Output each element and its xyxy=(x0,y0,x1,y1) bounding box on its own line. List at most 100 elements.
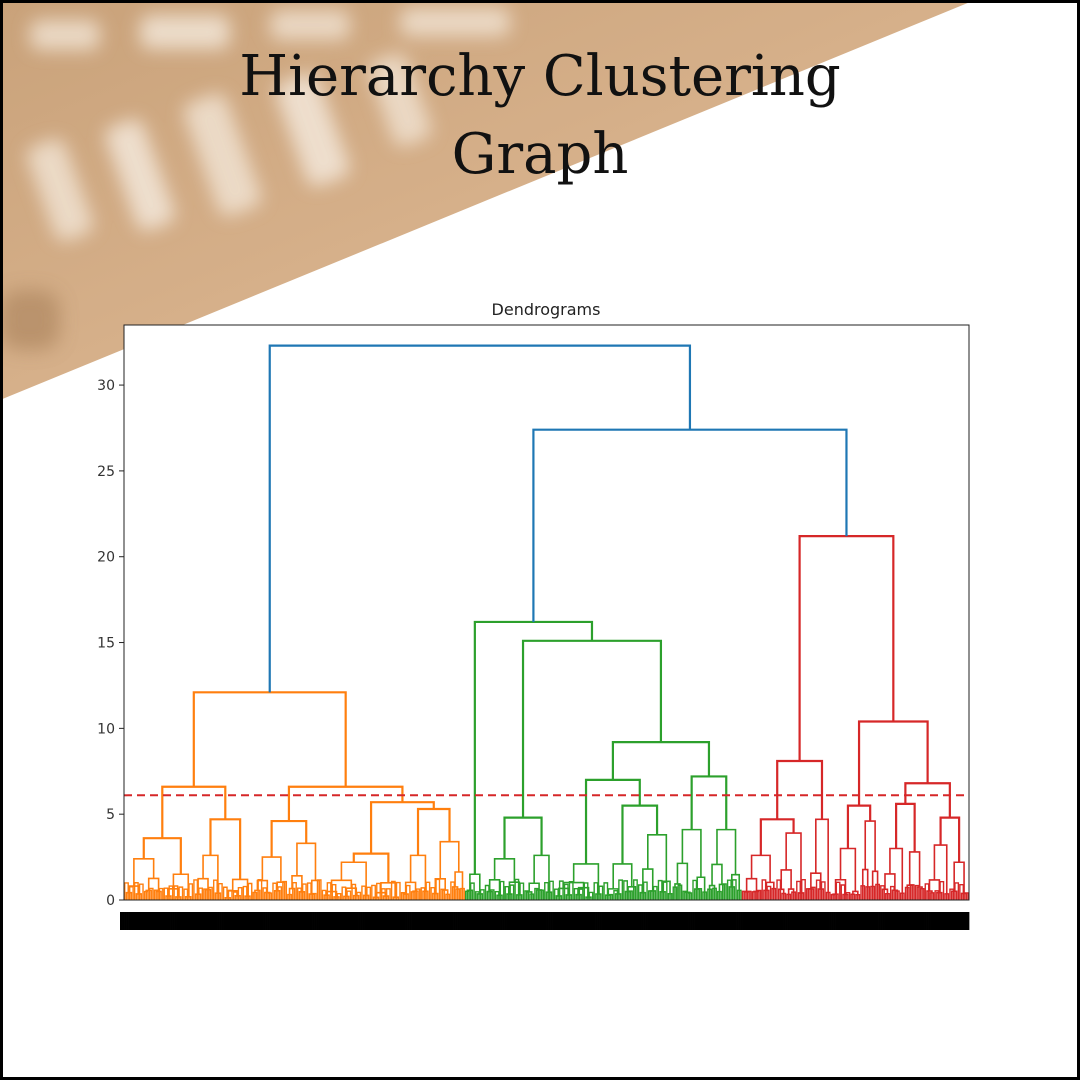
x-tick-label xyxy=(550,912,553,930)
x-tick-label xyxy=(132,912,135,930)
x-tick-label xyxy=(158,912,161,930)
x-tick-label xyxy=(534,912,537,930)
x-tick-label xyxy=(392,912,396,930)
dendrogram-leaf-link xyxy=(761,879,767,900)
x-tick-label xyxy=(253,912,256,930)
x-tick-label xyxy=(552,912,555,930)
dendrogram-fine-link xyxy=(614,893,622,900)
x-tick-label xyxy=(714,912,717,930)
dendrogram-link-9 xyxy=(503,816,543,859)
x-tick-label xyxy=(908,912,911,930)
x-tick-label xyxy=(884,912,887,930)
x-tick-label xyxy=(508,912,511,930)
x-tick-label xyxy=(944,912,948,930)
dendrogram-leaf-link xyxy=(949,888,955,900)
y-tick-label: 15 xyxy=(97,636,115,652)
dendrogram-fine-link xyxy=(780,869,792,890)
dendrogram-leaf-link xyxy=(148,887,154,900)
dendrogram-fine-link xyxy=(864,820,876,872)
x-tick-label xyxy=(813,912,816,930)
x-tick-label xyxy=(938,912,942,930)
dendrogram-leaf-link xyxy=(455,888,460,900)
dendrogram-leaf-link xyxy=(356,891,362,900)
dendrogram-leaf-link xyxy=(133,882,139,900)
dendrogram-leaf-link xyxy=(573,888,579,900)
dendrogram-leaf-link xyxy=(919,888,925,900)
dendrogram-fine-link xyxy=(528,882,540,892)
dendrogram-link-13 xyxy=(611,740,711,780)
x-tick-label xyxy=(407,912,410,930)
x-tick-label xyxy=(845,912,849,930)
x-tick-label xyxy=(702,912,705,930)
x-tick-label xyxy=(352,912,355,930)
x-tick-label xyxy=(588,912,592,930)
dendrogram-leaf-link xyxy=(346,890,352,900)
x-tick-label xyxy=(364,912,367,930)
dendrogram-leaf-link xyxy=(959,883,965,900)
dendrogram-link-12 xyxy=(690,775,728,830)
x-tick-label xyxy=(795,912,798,930)
x-tick-label xyxy=(380,912,384,930)
dendrogram-leaf-link xyxy=(227,889,233,900)
x-tick-label xyxy=(639,912,642,930)
x-tick-label xyxy=(217,912,220,930)
dendrogram-leaf-link xyxy=(786,893,792,900)
dendrogram-fine-link xyxy=(451,886,459,900)
x-tick-label xyxy=(481,912,485,930)
x-tick-label xyxy=(900,912,903,930)
x-tick-label xyxy=(601,912,604,930)
dendrogram-fine-link xyxy=(434,878,446,894)
x-tick-label xyxy=(536,912,539,930)
x-tick-label xyxy=(439,912,442,930)
x-tick-label xyxy=(556,912,560,930)
x-tick-label xyxy=(281,912,285,930)
x-tick-label xyxy=(257,912,260,930)
x-tick-label xyxy=(724,912,727,930)
x-tick-label xyxy=(918,912,921,930)
x-tick-label xyxy=(811,912,814,930)
dendrogram-leaf-link xyxy=(415,888,421,900)
x-tick-label xyxy=(928,912,931,930)
dendrogram-leaf-link xyxy=(405,884,411,900)
x-tick-label xyxy=(839,912,843,930)
dendrogram-leaf-link xyxy=(964,892,969,900)
dendrogram-leaf-link xyxy=(880,885,885,900)
x-tick-label xyxy=(892,912,895,930)
dendrogram-leaf-link xyxy=(598,885,604,900)
x-tick-label xyxy=(512,912,515,930)
dendrogram-fine-link xyxy=(333,896,340,900)
x-tick-label xyxy=(566,912,570,930)
x-tick-label xyxy=(960,912,964,930)
dendrogram-fine-link xyxy=(604,894,612,900)
x-tick-label xyxy=(160,912,163,930)
plot-area xyxy=(124,325,969,900)
x-tick-label xyxy=(688,912,691,930)
x-tick-label xyxy=(332,912,335,930)
page-headline: Hierarchy Clustering Graph xyxy=(0,38,1080,194)
x-tick-label xyxy=(312,912,315,930)
x-tick-label xyxy=(376,912,380,930)
x-tick-label xyxy=(184,912,188,930)
dendrogram-link-22 xyxy=(857,720,929,806)
x-tick-label xyxy=(443,912,446,930)
x-tick-label xyxy=(619,912,622,930)
x-tick-label xyxy=(562,912,566,930)
x-tick-label xyxy=(156,912,159,930)
x-tick-label xyxy=(621,912,624,930)
x-tick-label xyxy=(305,912,309,930)
x-tick-label xyxy=(202,912,206,930)
x-tick-label xyxy=(649,912,653,930)
x-tick-label xyxy=(459,912,462,930)
x-tick-label xyxy=(180,912,184,930)
dendrogram-leaf-link xyxy=(939,881,945,900)
x-tick-label xyxy=(607,912,610,930)
dendrogram-leaf-link xyxy=(440,888,446,900)
x-tick-label xyxy=(708,912,711,930)
x-tick-label xyxy=(752,912,756,930)
x-tick-label xyxy=(770,912,774,930)
dendrogram-leaf-link xyxy=(929,892,935,900)
dendrogram-leaf-link xyxy=(672,886,678,900)
dendrogram-leaf-link xyxy=(153,889,159,900)
dendrogram-fine-link xyxy=(716,828,737,875)
dendrogram-leaf-link xyxy=(746,890,752,900)
